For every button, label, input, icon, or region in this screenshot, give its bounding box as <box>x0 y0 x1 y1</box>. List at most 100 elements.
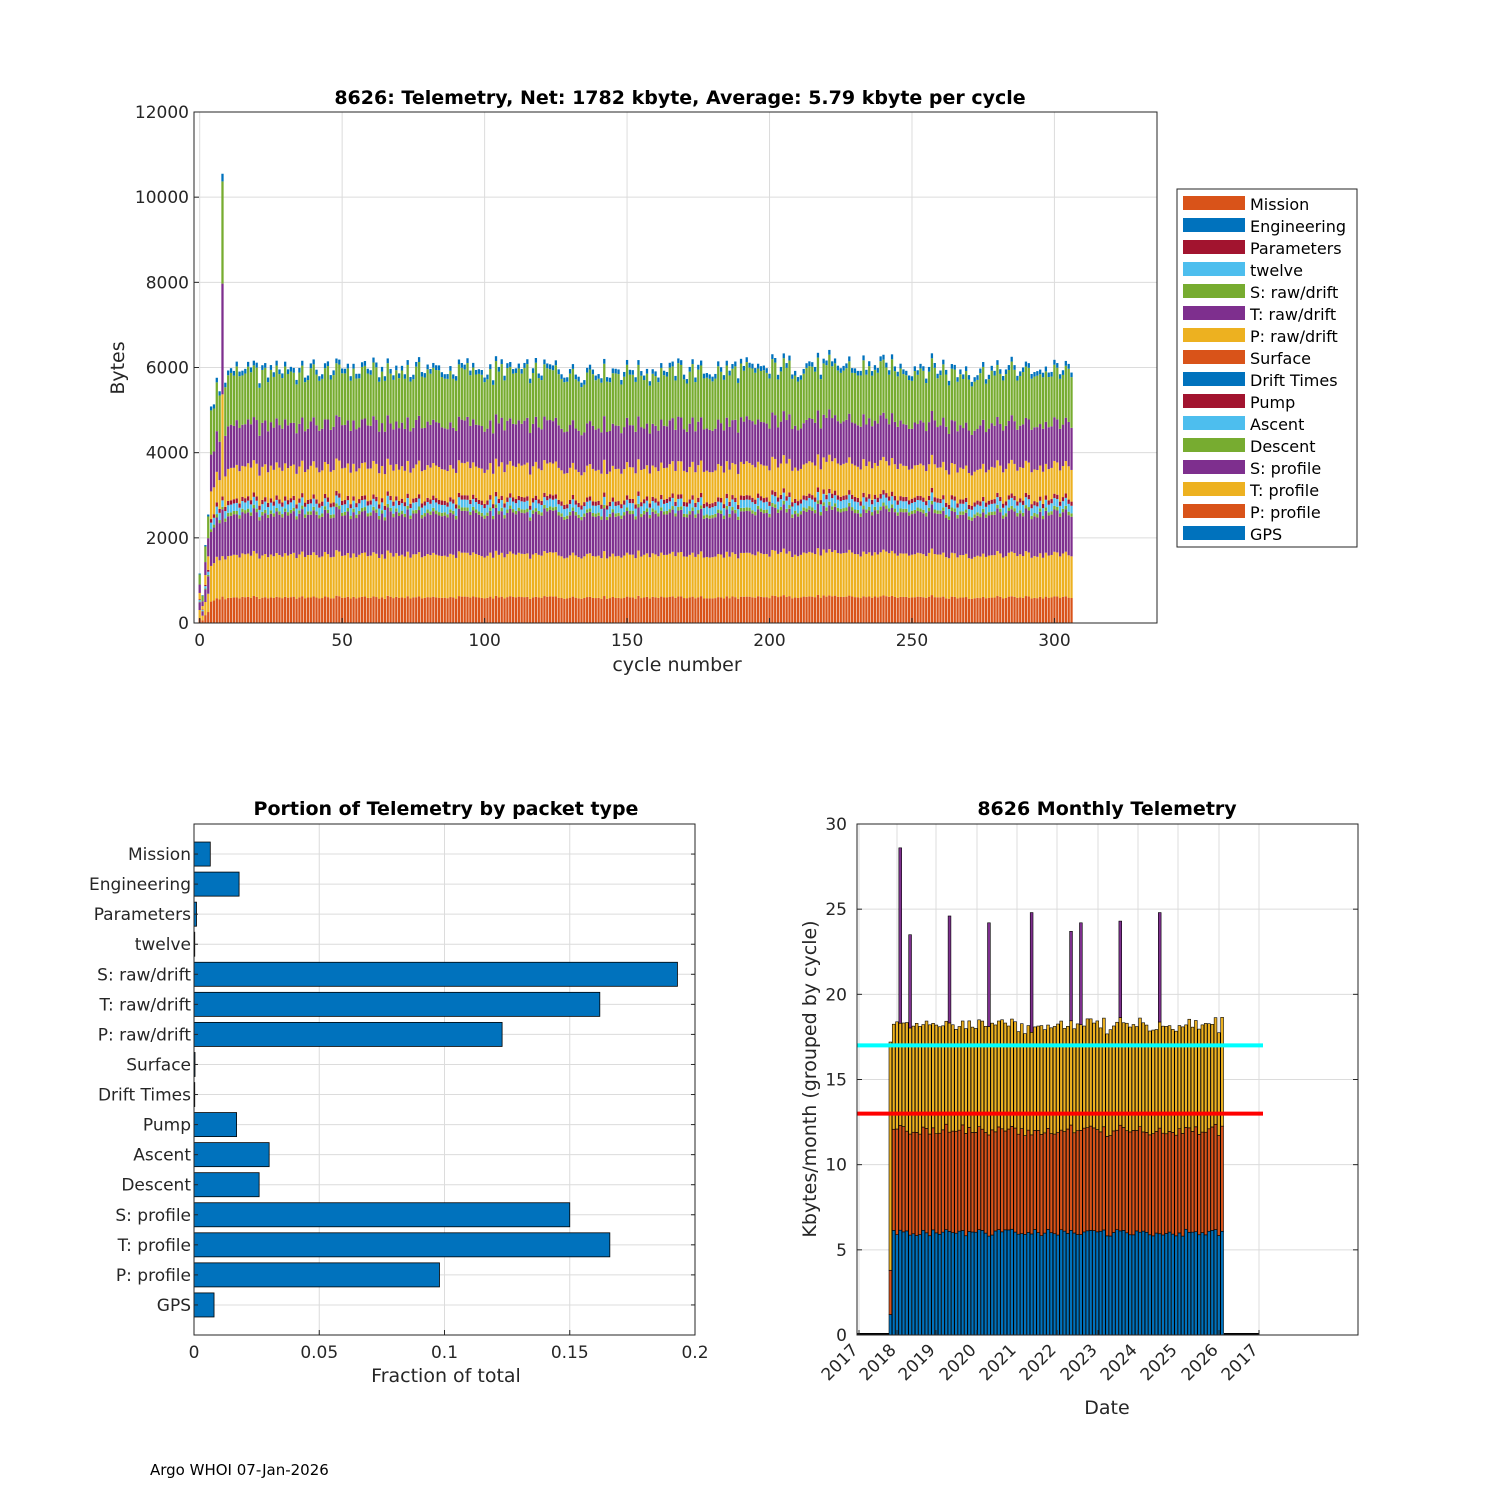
cycle-bar-segment <box>942 507 944 510</box>
cycle-bar-segment <box>330 375 332 379</box>
cycle-bar-segment <box>324 510 326 552</box>
cycle-bar-segment <box>777 597 779 623</box>
cycle-bar-segment <box>726 461 728 494</box>
cycle-bar-segment <box>1025 493 1027 497</box>
cycle-bar-segment <box>210 529 212 532</box>
cycle-bar-segment <box>458 417 460 461</box>
month-bar-segment <box>909 1235 912 1335</box>
cycle-bar-segment <box>435 511 437 515</box>
cycle-bar-segment <box>945 518 947 557</box>
cycle-bar-segment <box>888 501 890 509</box>
cycle-bar-segment <box>293 508 295 511</box>
cycle-bar-segment <box>785 363 787 368</box>
cycle-bar-segment <box>922 597 924 623</box>
cycle-bar-segment <box>387 415 389 458</box>
cycle-bar-segment <box>649 503 651 507</box>
cycle-bar-segment <box>842 421 844 463</box>
chart2-category-label: Engineering <box>89 875 191 895</box>
cycle-bar-segment <box>908 556 910 598</box>
cycle-bar-segment <box>324 552 326 596</box>
cycle-bar-segment <box>461 597 463 623</box>
cycle-bar-segment <box>384 474 386 506</box>
cycle-bar-segment <box>546 553 548 597</box>
cycle-bar-segment <box>612 497 614 501</box>
month-bar-spike <box>1070 931 1073 1020</box>
cycle-bar-segment <box>640 517 642 556</box>
cycle-bar-segment <box>1068 598 1070 623</box>
cycle-bar-segment <box>954 365 956 370</box>
cycle-bar-segment <box>754 515 756 555</box>
cycle-bar-segment <box>959 598 961 623</box>
cycle-bar-segment <box>1050 511 1052 514</box>
cycle-bar-segment <box>370 505 372 513</box>
cycle-bar-segment <box>486 429 488 470</box>
legend-label: T: profile <box>1249 481 1319 500</box>
cycle-bar-segment <box>258 476 260 506</box>
cycle-bar-segment <box>988 516 990 556</box>
month-bar-segment <box>919 1134 922 1234</box>
cycle-bar-segment <box>446 502 448 506</box>
cycle-bar-segment <box>999 501 1001 509</box>
cycle-bar-segment <box>646 497 648 501</box>
cycle-bar-segment <box>840 512 842 553</box>
cycle-bar-segment <box>606 517 608 520</box>
cycle-bar-segment <box>219 396 221 442</box>
cycle-bar-segment <box>865 424 867 466</box>
cycle-bar-segment <box>210 602 212 623</box>
cycle-bar-segment <box>358 503 360 511</box>
cycle-bar-segment <box>233 499 235 503</box>
cycle-bar-segment <box>566 516 568 519</box>
cycle-bar-segment <box>597 428 599 469</box>
cycle-bar-segment <box>219 391 221 395</box>
cycle-bar-segment <box>227 516 229 556</box>
cycle-bar-segment <box>763 502 765 510</box>
legend-label: GPS <box>1250 525 1282 544</box>
cycle-bar-segment <box>777 498 779 502</box>
cycle-bar-segment <box>717 597 719 623</box>
cycle-bar-segment <box>352 364 354 369</box>
cycle-bar-segment <box>552 370 554 421</box>
cycle-bar-segment <box>358 597 360 623</box>
cycle-bar-segment <box>897 372 899 377</box>
cycle-bar-segment <box>965 502 967 509</box>
month-bar-segment <box>1057 1024 1060 1133</box>
cycle-bar-segment <box>683 502 685 506</box>
cycle-bar-segment <box>763 597 765 623</box>
cycle-bar-segment <box>988 429 990 470</box>
cycle-bar-segment <box>740 359 742 364</box>
month-bar-spike <box>1030 913 1033 1033</box>
cycle-bar-segment <box>230 516 232 556</box>
month-bar-segment <box>1043 1233 1046 1335</box>
cycle-bar-segment <box>954 501 956 509</box>
cycle-bar-segment <box>446 514 448 517</box>
cycle-bar-segment <box>575 500 577 504</box>
cycle-bar-segment <box>734 597 736 623</box>
cycle-bar-segment <box>529 559 531 599</box>
cycle-bar-segment <box>780 507 782 510</box>
cycle-bar-segment <box>589 501 591 509</box>
cycle-bar-segment <box>637 416 639 459</box>
cycle-bar-segment <box>347 364 349 369</box>
cycle-bar-segment <box>264 554 266 597</box>
cycle-bar-segment <box>227 371 229 376</box>
month-bar-segment <box>1047 1128 1050 1229</box>
cycle-bar-segment <box>993 504 995 512</box>
cycle-bar-segment <box>711 598 713 623</box>
cycle-bar-segment <box>370 512 372 515</box>
cycle-bar-segment <box>728 506 730 514</box>
cycle-bar-segment <box>515 467 517 499</box>
cycle-bar-segment <box>757 364 759 369</box>
cycle-bar-segment <box>267 503 269 507</box>
cycle-bar-segment <box>549 510 551 552</box>
cycle-bar-segment <box>914 498 916 502</box>
cycle-bar-segment <box>435 365 437 370</box>
cycle-bar-segment <box>580 517 582 520</box>
cycle-bar-segment <box>595 506 597 514</box>
cycle-bar-segment <box>657 378 659 383</box>
cycle-bar-segment <box>464 500 466 508</box>
cycle-bar-segment <box>654 554 656 597</box>
cycle-bar-segment <box>971 506 973 510</box>
cycle-bar-segment <box>606 474 608 505</box>
month-bar-segment <box>994 1132 997 1231</box>
cycle-bar-segment <box>652 512 654 553</box>
